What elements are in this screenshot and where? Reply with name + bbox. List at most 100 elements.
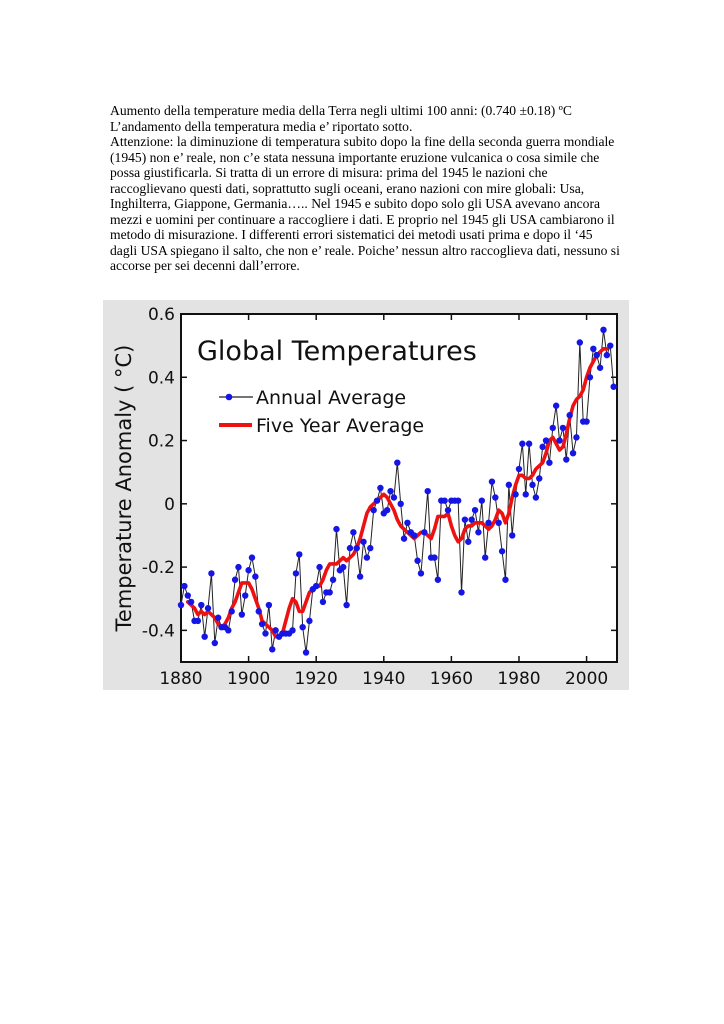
text-paragraph-warning: Attenzione: la diminuzione di temperatur…	[110, 134, 620, 273]
annual-average-point	[400, 535, 408, 542]
annual-average-point	[536, 475, 543, 482]
annual-average-point	[563, 456, 570, 463]
annual-average-point	[360, 538, 367, 545]
annual-average-point	[444, 506, 452, 514]
annual-average-point	[370, 506, 377, 514]
annual-average-point	[242, 592, 249, 599]
annual-average-point	[316, 563, 323, 571]
series-layer	[177, 326, 617, 656]
annual-average-point	[607, 342, 614, 349]
annual-average-point	[586, 374, 594, 381]
annual-average-point	[573, 434, 580, 441]
annual-average-point	[610, 383, 617, 390]
annual-average-point	[394, 459, 401, 466]
annual-average-point	[424, 487, 431, 495]
annual-average-point	[525, 440, 533, 447]
annual-average-point	[546, 459, 553, 466]
annual-average-point	[495, 519, 502, 526]
annual-average-point	[312, 582, 320, 590]
annual-average-point	[468, 516, 475, 523]
text-line-intro: L’andamento della temperatura media e’ r…	[110, 118, 413, 134]
annual-average-point	[306, 617, 313, 625]
annual-average-point	[269, 646, 276, 653]
annual-average-point	[231, 576, 239, 583]
annual-average-point	[556, 437, 563, 444]
annual-average-point	[603, 351, 611, 359]
annual-average-point	[512, 491, 519, 498]
x-tick-label: 2000	[565, 669, 608, 689]
annual-average-point	[177, 601, 185, 609]
x-tick-label: 1900	[227, 669, 270, 689]
annual-average-point	[373, 497, 381, 504]
legend-annual-label: Annual Average	[256, 387, 406, 409]
annual-average-point	[292, 570, 300, 577]
y-axis: 0.6 0.4 0.2 0 -0.2 -0.4	[142, 305, 617, 641]
annual-average-point	[454, 497, 462, 504]
annual-average-point	[515, 465, 523, 473]
annual-average-point	[411, 532, 418, 539]
annual-average-point	[421, 529, 428, 536]
annual-average-point	[542, 437, 550, 444]
annual-average-point	[333, 525, 340, 533]
y-tick-label: -0.4	[142, 621, 175, 641]
y-tick-label: 0.6	[148, 305, 175, 325]
annual-average-point	[289, 627, 296, 634]
annual-average-point	[387, 487, 394, 495]
annual-average-point	[600, 326, 607, 334]
document-text: Aumento della temperature media della Te…	[110, 103, 620, 274]
annual-average-point	[552, 402, 560, 409]
annual-average-point	[569, 450, 577, 457]
annual-average-point	[397, 500, 404, 508]
annual-average-point	[214, 614, 222, 621]
y-tick-label: -0.2	[142, 558, 175, 578]
y-tick-label: 0.2	[148, 432, 175, 452]
text-line-summary: Aumento della temperature media della Te…	[110, 103, 572, 118]
chart-svg: 0.60.40.20-0.2-0.4 1880 1900 1920 1940 1960 1…	[112, 305, 618, 689]
annual-average-point	[431, 554, 438, 561]
annual-average-point	[539, 443, 546, 451]
annual-average-point	[593, 351, 600, 359]
annual-average-point	[329, 576, 337, 583]
annual-average-point	[350, 529, 357, 536]
annual-average-point	[509, 532, 516, 539]
annual-average-point	[184, 592, 191, 599]
annual-average-point	[519, 440, 526, 447]
annual-average-point	[346, 544, 354, 552]
annual-average-point	[258, 620, 266, 628]
annual-average-point	[367, 544, 374, 552]
five-year-average-line	[185, 346, 609, 639]
annual-average-point	[245, 567, 252, 574]
y-axis-label: Temperature Anomaly ( °C)	[112, 345, 136, 633]
annual-average-point	[299, 624, 306, 631]
annual-average-point	[576, 339, 584, 346]
annual-average-point	[377, 484, 384, 492]
annual-average-point	[296, 551, 303, 558]
temperature-chart: 0.6 0.4 0.2 0 -0.2 -0.4 1880 1900 1920 1940 1960 1…	[103, 300, 629, 690]
annual-average-point	[363, 554, 371, 561]
annual-average-point	[225, 627, 232, 634]
annual-average-point	[529, 481, 536, 489]
annual-average-point	[356, 573, 364, 580]
legend-five-year-label: Five Year Average	[256, 415, 424, 437]
annual-average-point	[485, 519, 492, 526]
annual-average-point	[201, 633, 208, 640]
annual-average-point	[228, 608, 235, 615]
annual-average-point	[302, 649, 310, 656]
annual-average-point	[488, 478, 496, 485]
annual-average-point	[478, 497, 486, 504]
annual-average-point	[208, 570, 215, 577]
annual-average-point	[498, 548, 506, 555]
annual-average-point	[265, 601, 273, 609]
annual-average-point	[343, 601, 350, 609]
legend-annual-marker	[225, 393, 233, 401]
x-tick-label: 1940	[362, 669, 405, 689]
annual-average-point	[390, 494, 398, 501]
annual-average-point	[590, 345, 597, 352]
annual-average-point	[319, 598, 327, 606]
annual-average-point	[465, 538, 472, 545]
annual-average-point	[522, 491, 529, 498]
annual-average-point	[434, 576, 442, 583]
x-tick-label: 1920	[295, 669, 338, 689]
annual-average-point	[262, 630, 269, 637]
annual-average-point	[353, 544, 360, 552]
